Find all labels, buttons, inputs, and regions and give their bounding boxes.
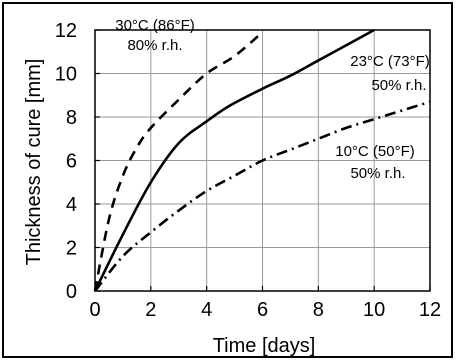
- tick-labels: 0 2 4 6 8 10 12 0 2 4 6 8 10 12: [55, 20, 441, 321]
- y-tick-label: 6: [66, 151, 77, 173]
- series-label-30c-line2: 80% r.h.: [127, 37, 182, 54]
- y-tick-label: 8: [66, 107, 77, 129]
- x-tick-label: 0: [89, 299, 100, 321]
- x-tick-label: 4: [201, 299, 212, 321]
- x-tick-label: 12: [419, 299, 441, 321]
- series-line-1: [93, 31, 264, 292]
- series-label-23c: 23°C (73°F) 50% r.h.: [350, 53, 430, 94]
- series-line-3: [93, 100, 431, 292]
- series-label-10c-line1: 10°C (50°F): [335, 143, 415, 160]
- x-tick-label: 6: [257, 299, 268, 321]
- y-tick-label: 12: [55, 20, 77, 42]
- y-tick-label: 2: [66, 238, 77, 260]
- y-tick-label: 4: [66, 194, 77, 216]
- plot-border: [94, 29, 431, 292]
- series-label-23c-line1: 23°C (73°F): [350, 53, 430, 70]
- series-label-30c: 30°C (86°F) 80% r.h.: [115, 17, 195, 54]
- x-tick-label: 10: [363, 299, 385, 321]
- series-line-2: [93, 28, 375, 292]
- x-axis-label: Time [days]: [213, 335, 316, 357]
- axes: [94, 29, 431, 292]
- y-axis-label: Thickness of cure [mm]: [23, 59, 45, 266]
- x-tick-label: 2: [145, 299, 156, 321]
- series-label-30c-line1: 30°C (86°F): [115, 17, 195, 34]
- series-label-23c-line2: 50% r.h.: [371, 77, 426, 94]
- x-tick-label: 8: [313, 299, 324, 321]
- y-tick-label: 10: [55, 64, 77, 86]
- curves: [93, 28, 431, 292]
- series-label-10c: 10°C (50°F) 50% r.h.: [335, 143, 415, 182]
- y-tick-label: 0: [66, 281, 77, 303]
- series-label-10c-line2: 50% r.h.: [350, 165, 405, 182]
